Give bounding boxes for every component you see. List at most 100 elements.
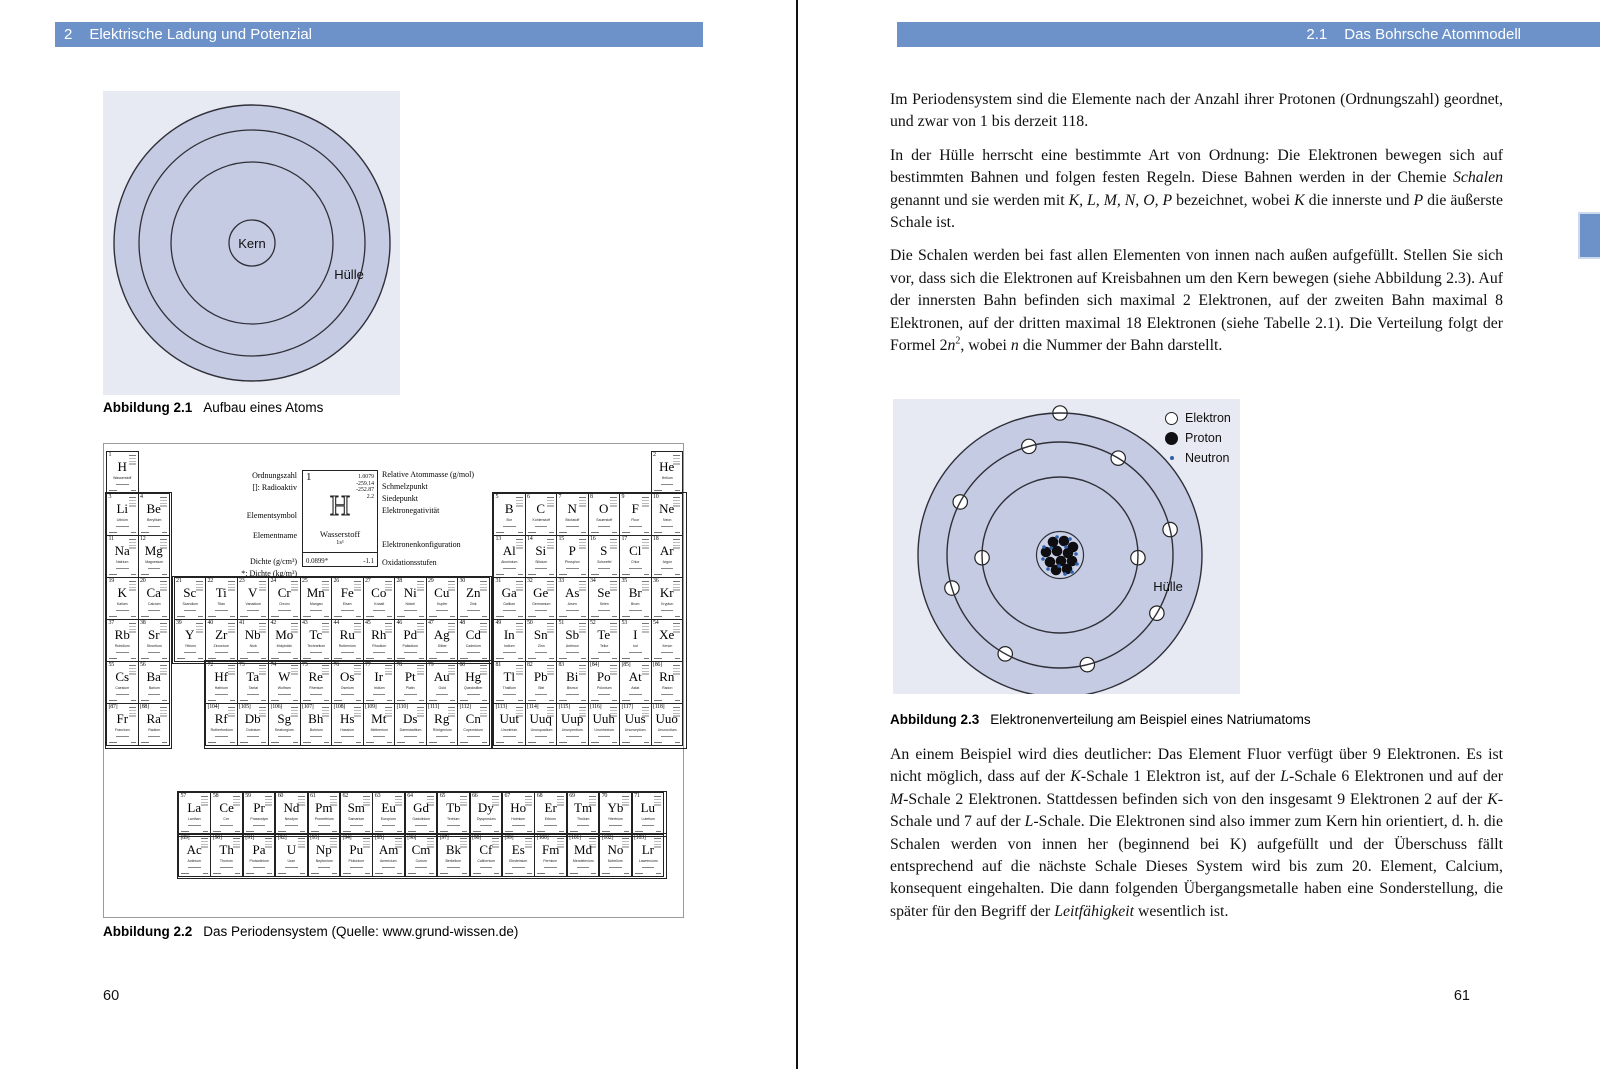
element-number: 10 xyxy=(653,494,659,500)
element-density-line xyxy=(365,616,374,617)
element-microtext xyxy=(196,580,203,592)
element-density-line xyxy=(653,658,662,659)
element-cell-I: 53 I Iod xyxy=(619,619,652,662)
element-number: 18 xyxy=(653,536,659,542)
element-name: Rhenium xyxy=(308,686,323,691)
element-cell-In: 49 In Indium xyxy=(493,619,526,662)
huelle-label: Hülle xyxy=(1153,579,1183,594)
element-oxidation-line xyxy=(612,742,617,743)
element-microtext xyxy=(673,622,680,634)
element-density-line xyxy=(440,831,449,832)
element-symbol: Md xyxy=(574,842,593,857)
element-config-line xyxy=(116,525,129,527)
element-config-line xyxy=(215,609,228,611)
element-name: Selen xyxy=(599,602,609,607)
element-microtext xyxy=(160,580,167,592)
element-config-line xyxy=(147,567,160,569)
element-config-line xyxy=(414,866,428,868)
element-config-line xyxy=(404,651,417,653)
legend-label-left: []: Radioaktiv xyxy=(252,483,297,492)
element-microtext xyxy=(641,664,649,676)
element-symbol: Al xyxy=(502,543,516,558)
element-name: Cadmium xyxy=(465,644,481,649)
element-symbol: Fm xyxy=(541,842,560,857)
element-config-line xyxy=(252,824,266,826)
element-name: Lithium xyxy=(116,518,128,523)
element-density-line xyxy=(428,742,437,743)
legend-label-right: Elektronenkonfiguration xyxy=(382,540,461,549)
element-config-line xyxy=(503,567,516,569)
element-microtext xyxy=(641,580,649,592)
element-config-line xyxy=(479,824,493,826)
element-microtext xyxy=(322,580,329,592)
element-microtext xyxy=(524,837,532,849)
element-number: 78 xyxy=(396,662,403,668)
element-config-line xyxy=(597,525,610,527)
element-density-line xyxy=(537,873,546,874)
element-oxidation-line xyxy=(198,616,203,617)
element-config-line xyxy=(309,651,322,653)
element-microtext xyxy=(330,795,338,807)
element-microtext xyxy=(362,837,370,849)
element-density-line xyxy=(239,616,248,617)
legend-label-left: Elementname xyxy=(253,531,297,540)
element-name: Natrium xyxy=(116,560,129,565)
element-name: Vanadium xyxy=(244,602,261,607)
element-cell-Cf: [98] Cf Californium xyxy=(469,834,503,877)
element-density-line xyxy=(559,574,567,575)
element-config-line xyxy=(116,483,129,485)
element-cell-Br: 35 Br Brom xyxy=(619,577,652,620)
element-density-line xyxy=(302,742,311,743)
element-number: 8 xyxy=(590,494,593,500)
element-number: 79 xyxy=(428,662,434,668)
element-config-line xyxy=(435,735,448,737)
element-number: 51 xyxy=(558,620,565,626)
element-density-line xyxy=(140,616,149,617)
legend-label-left: Elementsymbol xyxy=(246,511,297,520)
element-symbol: Rh xyxy=(371,627,387,642)
element-config-line xyxy=(116,609,129,611)
element-symbol: Bi xyxy=(566,669,579,684)
element-symbol: Hg xyxy=(465,669,482,684)
element-density-line xyxy=(622,658,630,659)
element-symbol: Mo xyxy=(275,627,294,642)
element-number: 48 xyxy=(459,620,466,626)
element-density-line xyxy=(527,532,536,533)
element-number: 66 xyxy=(472,793,478,799)
element-density-line xyxy=(537,831,546,832)
element-oxidation-line xyxy=(198,658,203,659)
element-cell-Uut: [113] Uut Ununtrium xyxy=(493,703,526,746)
element-oxidation-line xyxy=(549,742,554,743)
element-oxidation-line xyxy=(292,700,298,701)
element-symbol: P xyxy=(568,543,576,558)
element-name: Wasserstoff xyxy=(113,476,132,481)
element-oxidation-line xyxy=(162,700,167,701)
element-microtext xyxy=(610,538,617,550)
element-cell-Fr: [87] Fr Francium xyxy=(106,703,139,746)
element-number: 75 xyxy=(302,662,308,668)
element-config-line xyxy=(503,609,516,611)
element-config-line xyxy=(609,866,622,868)
legend-label-right: Siedepunkt xyxy=(382,494,418,503)
element-name: Uran xyxy=(287,859,296,864)
element-microtext xyxy=(515,496,523,508)
element-number: 28 xyxy=(396,578,403,584)
element-density-line xyxy=(140,574,149,575)
element-config-line xyxy=(246,609,259,611)
element-config-line xyxy=(503,735,516,737)
atom-structure-diagram: Kern Hülle xyxy=(113,104,391,382)
element-microtext xyxy=(160,622,167,634)
element-cell-Ce: 58 Ce Cer xyxy=(210,792,243,835)
element-number: [108] xyxy=(333,704,346,710)
element-number: 14 xyxy=(527,536,533,542)
element-name: Iridium xyxy=(373,686,384,691)
element-microtext xyxy=(479,706,487,718)
element-cell-Sg: [106] Sg Seaborgium xyxy=(268,703,301,746)
element-microtext xyxy=(610,664,617,676)
element-cell-Ir: 77 Ir Iridium xyxy=(362,661,395,704)
element-density-line xyxy=(365,658,374,659)
element-number: [106] xyxy=(270,704,283,710)
element-name: Lawrencium xyxy=(638,859,658,864)
element-microtext xyxy=(322,664,329,676)
element-density-line xyxy=(397,658,405,659)
